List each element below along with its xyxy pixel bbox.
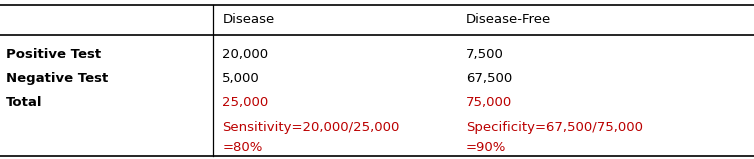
Text: 75,000: 75,000 <box>466 96 512 109</box>
Text: =80%: =80% <box>222 141 263 154</box>
Text: 20,000: 20,000 <box>222 48 268 61</box>
Text: =90%: =90% <box>466 141 507 154</box>
Text: Specificity=67,500/75,000: Specificity=67,500/75,000 <box>466 121 643 135</box>
Text: 67,500: 67,500 <box>466 72 512 85</box>
Text: Disease-Free: Disease-Free <box>466 13 551 26</box>
Text: 25,000: 25,000 <box>222 96 268 109</box>
Text: 7,500: 7,500 <box>466 48 504 61</box>
Text: 5,000: 5,000 <box>222 72 260 85</box>
Text: Positive Test: Positive Test <box>6 48 101 61</box>
Text: Sensitivity=20,000/25,000: Sensitivity=20,000/25,000 <box>222 121 400 135</box>
Text: Total: Total <box>6 96 42 109</box>
Text: Disease: Disease <box>222 13 274 26</box>
Text: Negative Test: Negative Test <box>6 72 109 85</box>
